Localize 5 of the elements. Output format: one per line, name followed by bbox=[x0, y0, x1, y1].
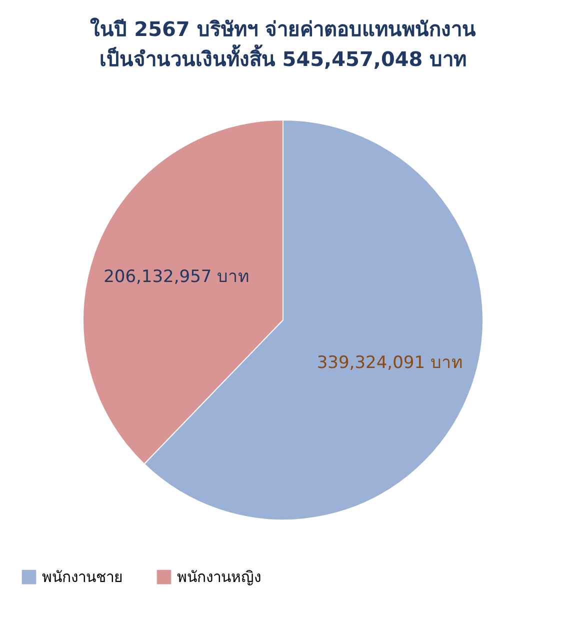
legend-label: พนักงานหญิง bbox=[177, 568, 261, 586]
legend-label: พนักงานชาย bbox=[42, 568, 123, 586]
data-label: 206,132,957 บาท bbox=[104, 266, 250, 287]
data-label: 339,324,091 บาท bbox=[316, 353, 462, 374]
chart-title: ในปี 2567 บริษัทฯ จ่ายค่าตอบแทนพนักงาน เป็นจำนวนเงินทั้งสิ้น 545,457,048 บาท bbox=[90, 17, 476, 71]
